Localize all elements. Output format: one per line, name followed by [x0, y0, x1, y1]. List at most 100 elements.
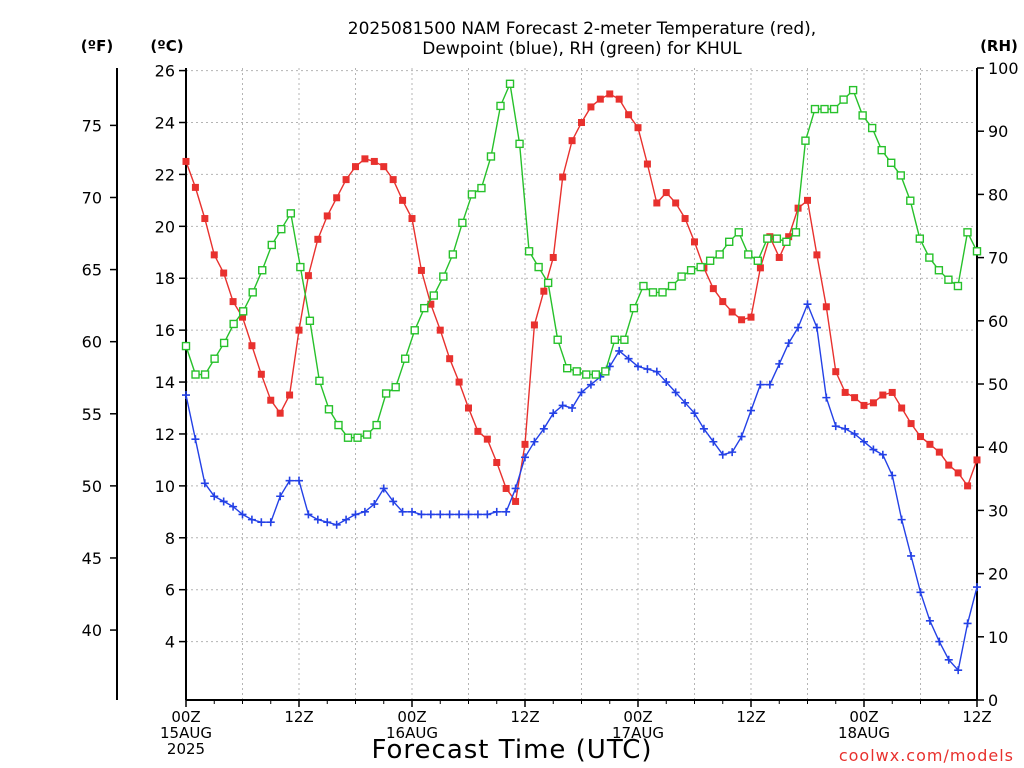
dewpoint-point — [775, 359, 784, 368]
rh-point — [258, 266, 267, 275]
x-tick-label: 00Z — [623, 708, 652, 726]
x-tick-label: 2025 — [167, 740, 205, 758]
dewpoint-point — [615, 346, 624, 355]
dewpoint-point — [728, 448, 737, 457]
temperature-point — [493, 459, 501, 467]
rh-point — [744, 250, 753, 259]
dewpoint-point — [699, 424, 708, 433]
rh-point — [534, 262, 543, 272]
celsius-tick-label: 16 — [155, 321, 175, 340]
dewpoint-point — [963, 619, 972, 628]
dewpoint-point — [860, 437, 868, 446]
fahrenheit-tick-label: 60 — [82, 333, 102, 352]
dewpoint-point — [304, 510, 313, 519]
rh-point — [896, 171, 905, 180]
dewpoint-point — [285, 476, 294, 485]
dewpoint-point — [784, 339, 793, 348]
temperature-point — [643, 160, 651, 168]
rh-point — [543, 278, 553, 288]
rh-tick-label: 40 — [988, 438, 1008, 457]
rh-point — [915, 234, 925, 243]
dewpoint-point — [869, 445, 878, 454]
temperature-point — [851, 394, 859, 402]
dewpoint-point — [577, 388, 586, 397]
temperature-point — [775, 253, 783, 261]
dewpoint-point — [483, 510, 492, 519]
dewpoint-point — [944, 655, 953, 664]
temperature-point — [841, 388, 849, 396]
temperature-point — [530, 321, 538, 329]
celsius-tick-label: 10 — [155, 477, 175, 496]
celsius-tick-label: 8 — [165, 529, 175, 548]
rh-point — [286, 209, 296, 218]
temperature-point — [333, 194, 341, 202]
dewpoint-point — [662, 378, 671, 387]
dewpoint-point — [511, 484, 520, 493]
dewpoint-point — [502, 507, 511, 516]
temperature-point — [662, 189, 670, 197]
dewpoint-point — [954, 666, 963, 675]
dewpoint-point — [276, 492, 285, 501]
temperature-point — [380, 163, 388, 171]
dewpoint-point — [417, 510, 426, 519]
temperature-point — [634, 124, 642, 132]
dewpoint-point — [850, 429, 859, 438]
rh-tick-label: 50 — [988, 375, 1008, 394]
rh-point — [677, 272, 686, 281]
dewpoint-point — [200, 479, 209, 488]
rh-point — [705, 256, 715, 265]
rh-tick-label: 80 — [988, 185, 1008, 204]
rh-point — [553, 335, 562, 344]
temperature-point — [973, 456, 981, 464]
temperature-point — [239, 313, 246, 321]
celsius-tick-label: 4 — [165, 633, 175, 652]
temperature-point — [314, 235, 322, 243]
x-axis-title: Forecast Time (UTC) — [371, 735, 652, 765]
dewpoint-point — [445, 510, 454, 519]
dewpoint-point — [935, 637, 944, 646]
temperature-point — [785, 233, 793, 241]
dewpoint-point — [718, 450, 727, 459]
rh-point — [810, 104, 820, 114]
dewpoint-point — [765, 380, 774, 389]
data-series — [181, 79, 982, 675]
dewpoint-point — [624, 354, 633, 363]
dewpoint-point — [351, 510, 360, 519]
fahrenheit-tick-label: 65 — [82, 261, 102, 280]
temperature-point — [869, 399, 877, 407]
dewpoint-point — [210, 492, 219, 501]
dewpoint-point — [634, 362, 642, 371]
dewpoint-point — [671, 388, 680, 397]
rh-point — [601, 367, 610, 376]
dewpoint-point — [389, 497, 398, 506]
temperature-point — [691, 238, 698, 246]
temperature-point — [606, 90, 614, 98]
temperature-point — [653, 199, 661, 207]
x-tick-label: 16AUG — [386, 724, 438, 742]
temperature-point — [728, 308, 736, 316]
rh-point — [400, 354, 410, 363]
fahrenheit-tick-label: 45 — [82, 549, 102, 568]
rh-point — [648, 288, 658, 297]
rh-unit-label: (RH) — [980, 37, 1018, 55]
rh-point — [667, 281, 677, 291]
celsius-unit-label: (ºC) — [150, 37, 183, 55]
dewpoint-point — [426, 510, 435, 519]
dewpoint-point — [568, 404, 577, 413]
dewpoint-point — [794, 323, 803, 332]
temperature-point — [352, 163, 359, 171]
rh-point — [372, 420, 381, 430]
celsius-tick-label: 20 — [155, 217, 175, 236]
rh-point — [686, 266, 696, 275]
rh-point — [315, 376, 324, 386]
rh-point — [829, 104, 839, 114]
dewpoint-point — [586, 380, 595, 389]
rh-point — [715, 250, 724, 259]
dewpoint-point — [831, 422, 840, 431]
temperature-point — [898, 404, 906, 412]
celsius-tick-label: 24 — [155, 114, 175, 133]
temperature-point — [540, 287, 548, 295]
dewpoint-point — [709, 437, 718, 446]
rh-point — [772, 234, 782, 243]
